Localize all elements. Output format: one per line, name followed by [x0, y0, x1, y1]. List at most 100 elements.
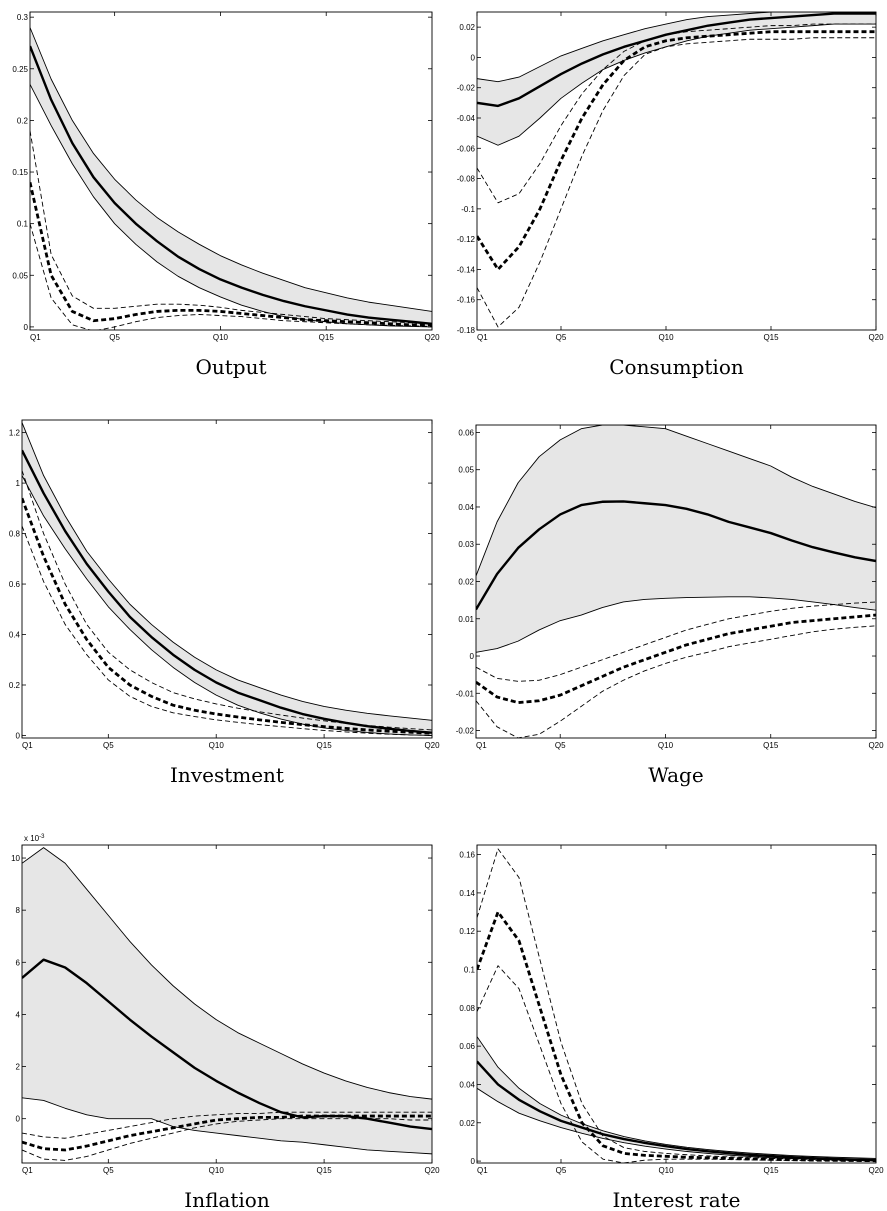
x-tick-label: Q1: [476, 741, 487, 750]
y-tick-label: 0.05: [458, 466, 474, 475]
y-tick-label: 0.6: [9, 580, 21, 589]
plot-area: [477, 848, 876, 1163]
y-tick-label: 0: [471, 1157, 476, 1166]
y-tick-label: 0.06: [459, 1042, 475, 1051]
y-tick-label: -0.02: [457, 84, 476, 93]
y-tick-label: 0: [471, 53, 476, 62]
y-tick-label: 0.8: [9, 530, 21, 539]
y-tick-label: 0.16: [459, 851, 475, 860]
x-tick-label: Q20: [868, 1166, 884, 1175]
axis-exponent-label: x 10-3: [24, 834, 45, 843]
y-tick-label: -0.12: [457, 235, 476, 244]
y-tick-label: -0.08: [457, 175, 476, 184]
band-upper-line: [22, 422, 432, 721]
confidence-band: [30, 27, 432, 327]
y-tick-label: 0.2: [9, 681, 21, 690]
axes-frame: [476, 844, 877, 1164]
y-tick-label: 0.14: [459, 889, 475, 898]
x-tick-label: Q5: [555, 741, 566, 750]
x-tick-label: Q15: [763, 333, 779, 342]
y-tick-label: 6: [16, 958, 21, 967]
y-tick-label: -0.01: [456, 689, 475, 698]
y-tick-label: 0.05: [12, 271, 28, 280]
y-tick-label: 0: [470, 652, 475, 661]
x-tick-label: Q10: [658, 741, 674, 750]
median-response-line: [22, 958, 432, 1131]
panel-title: Inflation: [184, 1188, 270, 1211]
y-tick-label: 1.2: [9, 429, 21, 438]
alternative-response-line: [30, 182, 432, 327]
y-tick-label: 0.01: [458, 615, 474, 624]
y-tick-label: 0.12: [459, 927, 475, 936]
band-lower-line: [476, 596, 876, 653]
median-response-line: [22, 449, 432, 734]
band-lower-line: [30, 84, 432, 328]
plot-area: [30, 27, 432, 330]
x-tick-label: Q20: [424, 741, 440, 750]
alternative-response-line: [477, 910, 876, 1163]
x-tick-label: Q20: [868, 333, 884, 342]
axes-frame: [476, 11, 877, 331]
median-response-line: [477, 12, 876, 108]
band-lower-line: [22, 475, 432, 736]
alternative-response-line: [22, 497, 432, 735]
band-lower-line: [477, 23, 876, 146]
panel-title: Consumption: [609, 355, 744, 379]
band-lower-line: [22, 1097, 432, 1155]
x-tick-label: Q10: [213, 333, 229, 342]
x-tick-label: Q5: [109, 333, 120, 342]
y-tick-label: 8: [16, 906, 21, 915]
y-tick-label: 1: [16, 479, 21, 488]
x-tick-label: Q5: [103, 1166, 114, 1175]
median-response-line: [30, 45, 432, 326]
x-tick-label: Q1: [22, 1166, 33, 1175]
x-tick-label: Q15: [317, 1166, 333, 1175]
alternative-response-line: [22, 1114, 432, 1152]
axes-frame: [21, 844, 433, 1164]
panel-4: 0 2 4 6 8 10 Q1 Q5 Q10 Q15 Q20 x 10-3 Inflation: [11, 834, 440, 1211]
x-tick-label: Q10: [209, 1166, 225, 1175]
y-tick-label: 2: [16, 1063, 21, 1072]
x-tick-label: Q20: [424, 333, 440, 342]
y-tick-label: 0: [16, 1115, 21, 1124]
x-tick-label: Q5: [103, 741, 114, 750]
x-tick-label: Q1: [477, 333, 488, 342]
y-tick-label: 0.02: [458, 578, 474, 587]
x-tick-label: Q1: [477, 1166, 488, 1175]
y-tick-label: 0.15: [12, 168, 28, 177]
confidence-band: [477, 1036, 876, 1161]
y-tick-label: -0.04: [457, 114, 476, 123]
y-tick-label: -0.16: [457, 296, 476, 305]
band-lower-line: [477, 1087, 876, 1162]
y-tick-label: 0.1: [464, 966, 476, 975]
dashed-lower-line: [476, 625, 876, 738]
x-tick-label: Q1: [30, 333, 41, 342]
x-tick-label: Q15: [319, 333, 335, 342]
x-tick-label: Q5: [556, 1166, 567, 1175]
y-tick-label: 0: [16, 731, 21, 740]
median-response-line: [476, 500, 876, 611]
y-tick-label: 0.1: [17, 220, 29, 229]
panel-5: 0 0.02 0.04 0.06 0.08 0.1 0.12 0.14 0.16 Q1 Q5 Q10 Q…: [459, 844, 884, 1211]
y-tick-label: 0.04: [459, 1080, 475, 1089]
confidence-band: [477, 12, 876, 146]
dashed-lower-line: [477, 37, 876, 328]
band-upper-line: [22, 847, 432, 1100]
x-tick-label: Q15: [763, 1166, 779, 1175]
panel-title: Interest rate: [612, 1188, 740, 1211]
dashed-upper-line: [30, 130, 432, 325]
x-tick-label: Q10: [658, 1166, 674, 1175]
y-tick-label: 0.25: [12, 65, 28, 74]
x-tick-label: Q10: [658, 333, 674, 342]
y-tick-label: 0.4: [9, 631, 21, 640]
axes-frame: [29, 11, 433, 331]
y-tick-label: -0.18: [457, 326, 476, 335]
y-tick-label: -0.06: [457, 144, 476, 153]
y-tick-label: -0.1: [461, 205, 475, 214]
confidence-band: [22, 422, 432, 736]
dashed-lower-line: [22, 525, 432, 736]
y-tick-label: 0.3: [17, 13, 29, 22]
dashed-upper-line: [476, 601, 876, 682]
x-tick-label: Q1: [22, 741, 33, 750]
